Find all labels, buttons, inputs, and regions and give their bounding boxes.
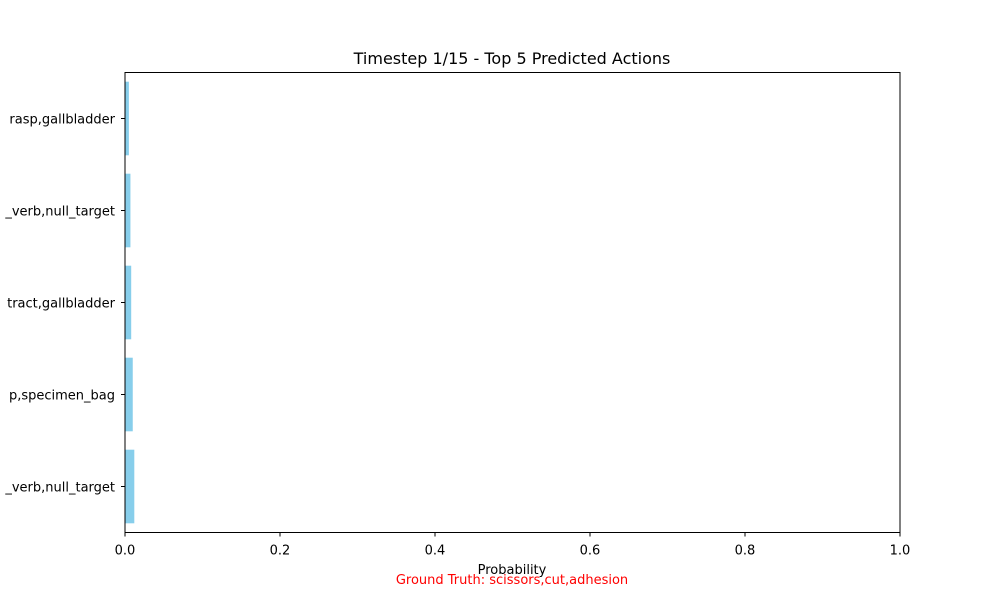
bar xyxy=(125,265,132,340)
x-tick-label: 1.0 xyxy=(890,544,911,559)
bar xyxy=(125,81,129,156)
y-tick-label: _verb,null_target xyxy=(4,205,115,220)
x-axis-ticks: 0.0 0.2 0.4 0.6 0.8 1.0 xyxy=(115,532,911,559)
y-tick-label: rasp,gallbladder xyxy=(9,113,115,128)
bar xyxy=(125,173,131,248)
y-axis-ticks: rasp,gallbladder _verb,null_target tract,g… xyxy=(4,113,125,496)
x-tick-label: 0.8 xyxy=(735,544,756,559)
chart-title: Timestep 1/15 - Top 5 Predicted Actions xyxy=(353,49,671,68)
ground-truth-label: Ground Truth: scissors,cut,adhesion xyxy=(396,573,628,588)
y-tick-label: _verb,null_target xyxy=(4,481,115,496)
x-tick-label: 0.0 xyxy=(115,544,136,559)
plot-frame xyxy=(124,72,901,533)
y-tick-label: p,specimen_bag xyxy=(9,389,115,404)
x-axis-label: Probability xyxy=(478,563,547,578)
bars-layer xyxy=(125,81,135,524)
bar xyxy=(125,449,135,524)
x-tick-label: 0.4 xyxy=(425,544,446,559)
x-tick-label: 0.6 xyxy=(580,544,601,559)
bar xyxy=(125,357,133,432)
y-tick-label: tract,gallbladder xyxy=(7,297,116,312)
x-tick-label: 0.2 xyxy=(270,544,291,559)
